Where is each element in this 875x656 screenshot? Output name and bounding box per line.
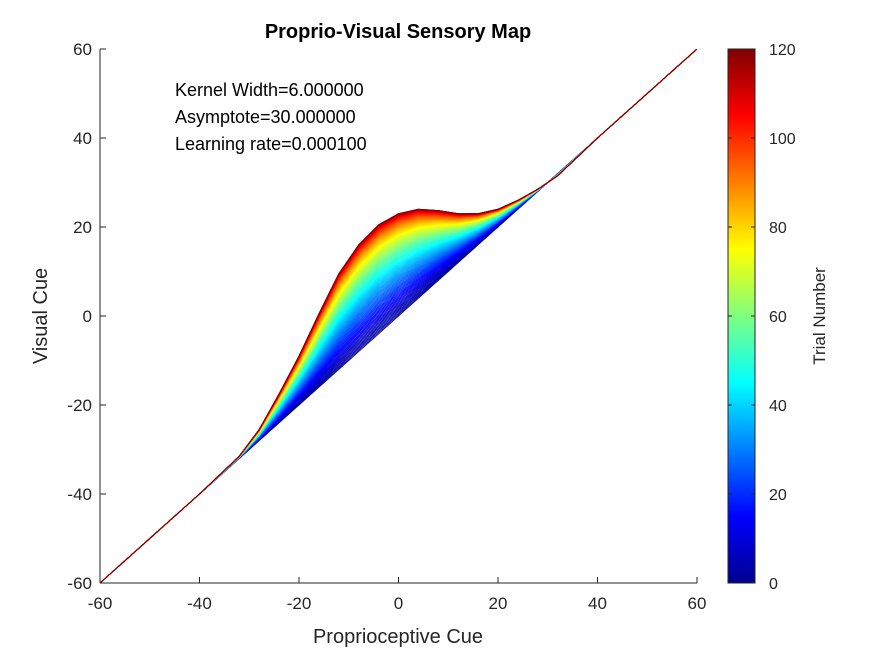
y-tick-label: -40 [67,485,92,504]
x-tick-label: 60 [688,594,707,613]
colorbar-gradient [727,48,756,584]
annotations: Kernel Width=6.000000 Asymptote=30.00000… [175,80,367,154]
y-axis-label: Visual Cue [30,268,52,364]
plot-area: -60 -40 -20 0 20 40 60 -60 -40 -20 0 20 40 60 [67,40,706,613]
annotation-asymptote: Asymptote=30.000000 [175,107,356,127]
x-tick-label: -40 [187,594,212,613]
colorbar: 0 20 40 60 80 100 120 Trial Number [727,42,829,593]
annotation-kernel-width: Kernel Width=6.000000 [175,80,364,100]
annotation-learning-rate: Learning rate=0.000100 [175,134,367,154]
chart-title: Proprio-Visual Sensory Map [265,21,531,43]
colorbar-label: Trial Number [810,267,829,365]
y-tick-label: -60 [67,574,92,593]
colorbar-tick-label: 0 [769,576,778,593]
colorbar-tick-label: 100 [769,131,796,148]
y-ticks: -60 -40 -20 0 20 40 60 [67,40,106,593]
x-ticks: -60 -40 -20 0 20 40 60 [88,577,707,613]
y-tick-label: 20 [73,218,92,237]
trial-lines [100,49,697,583]
colorbar-tick-label: 40 [769,398,787,415]
colorbar-ticks: 0 20 40 60 80 100 120 [728,42,796,593]
colorbar-tick-label: 20 [769,487,787,504]
x-tick-label: 0 [394,594,403,613]
y-tick-label: -20 [67,396,92,415]
colorbar-tick-label: 120 [769,42,796,59]
x-axis-label: Proprioceptive Cue [313,626,483,648]
y-tick-label: 0 [83,307,92,326]
x-tick-label: 20 [489,594,508,613]
x-tick-label: -20 [287,594,312,613]
x-tick-label: 40 [588,594,607,613]
trial-line-120 [100,49,697,583]
x-tick-label: -60 [88,594,113,613]
colorbar-tick-label: 80 [769,220,787,237]
colorbar-tick-label: 60 [769,309,787,326]
y-tick-label: 60 [73,40,92,59]
y-tick-label: 40 [73,129,92,148]
